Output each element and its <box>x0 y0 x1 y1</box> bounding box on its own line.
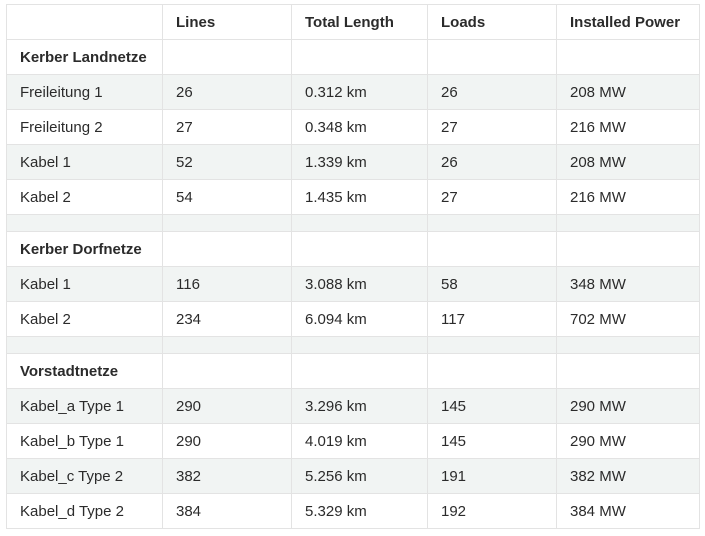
cell-lines: 52 <box>162 144 292 180</box>
cell-lines: 382 <box>162 458 292 494</box>
header-row: Lines Total Length Loads Installed Power <box>6 4 700 40</box>
cell-name: Kabel 2 <box>6 301 163 337</box>
cell-total-length: 4.019 km <box>291 423 428 459</box>
cell-installed-power: 216 MW <box>556 109 700 145</box>
cell-lines: 234 <box>162 301 292 337</box>
cell-lines: 290 <box>162 388 292 424</box>
cell-loads: 26 <box>427 144 557 180</box>
table-row: Freileitung 1 26 0.312 km 26 208 MW <box>6 74 700 110</box>
cell-lines: 384 <box>162 493 292 529</box>
cell-installed-power: 384 MW <box>556 493 700 529</box>
group-row-vorstadtnetze: Vorstadtnetze <box>6 353 700 389</box>
cell-loads: 145 <box>427 423 557 459</box>
table-row: Kabel 2 54 1.435 km 27 216 MW <box>6 179 700 215</box>
cell-name: Kabel_b Type 1 <box>6 423 163 459</box>
header-lines: Lines <box>162 4 292 40</box>
table-row: Kabel_b Type 1 290 4.019 km 145 290 MW <box>6 423 700 459</box>
cell-lines: 54 <box>162 179 292 215</box>
header-total-length: Total Length <box>291 4 428 40</box>
cell-name: Freileitung 2 <box>6 109 163 145</box>
group-title: Kerber Dorfnetze <box>6 231 163 267</box>
cell-loads: 145 <box>427 388 557 424</box>
cell-loads: 117 <box>427 301 557 337</box>
cell-installed-power: 382 MW <box>556 458 700 494</box>
cell-installed-power: 290 MW <box>556 388 700 424</box>
cell-lines: 26 <box>162 74 292 110</box>
cell-lines: 116 <box>162 266 292 302</box>
header-loads: Loads <box>427 4 557 40</box>
table-row: Kabel 1 52 1.339 km 26 208 MW <box>6 144 700 180</box>
cell-loads: 192 <box>427 493 557 529</box>
table-header: Lines Total Length Loads Installed Power <box>6 4 700 40</box>
cell-loads: 58 <box>427 266 557 302</box>
cell-loads: 27 <box>427 179 557 215</box>
cell-installed-power: 208 MW <box>556 74 700 110</box>
table-row: Kabel 1 116 3.088 km 58 348 MW <box>6 266 700 302</box>
table-body: Kerber Landnetze Freileitung 1 26 0.312 … <box>6 39 700 529</box>
table-row: Kabel_a Type 1 290 3.296 km 145 290 MW <box>6 388 700 424</box>
table-row: Kabel_c Type 2 382 5.256 km 191 382 MW <box>6 458 700 494</box>
group-title: Vorstadtnetze <box>6 353 163 389</box>
header-blank <box>6 4 163 40</box>
cell-name: Kabel_a Type 1 <box>6 388 163 424</box>
cell-loads: 191 <box>427 458 557 494</box>
cell-installed-power: 208 MW <box>556 144 700 180</box>
cell-name: Kabel 1 <box>6 266 163 302</box>
cell-lines: 27 <box>162 109 292 145</box>
cell-total-length: 3.296 km <box>291 388 428 424</box>
cell-loads: 27 <box>427 109 557 145</box>
cell-loads: 26 <box>427 74 557 110</box>
cell-name: Kabel 2 <box>6 179 163 215</box>
cell-installed-power: 348 MW <box>556 266 700 302</box>
grid-statistics-table: Lines Total Length Loads Installed Power… <box>6 4 700 529</box>
cell-total-length: 0.348 km <box>291 109 428 145</box>
group-row-kerber-dorfnetze: Kerber Dorfnetze <box>6 231 700 267</box>
cell-name: Freileitung 1 <box>6 74 163 110</box>
cell-name: Kabel 1 <box>6 144 163 180</box>
cell-total-length: 5.329 km <box>291 493 428 529</box>
table-row: Kabel_d Type 2 384 5.329 km 192 384 MW <box>6 493 700 529</box>
cell-total-length: 1.339 km <box>291 144 428 180</box>
cell-lines: 290 <box>162 423 292 459</box>
cell-total-length: 1.435 km <box>291 179 428 215</box>
cell-installed-power: 290 MW <box>556 423 700 459</box>
table-row: Freileitung 2 27 0.348 km 27 216 MW <box>6 109 700 145</box>
spacer-row <box>6 336 700 354</box>
cell-installed-power: 216 MW <box>556 179 700 215</box>
group-row-kerber-landnetze: Kerber Landnetze <box>6 39 700 75</box>
cell-installed-power: 702 MW <box>556 301 700 337</box>
header-installed-power: Installed Power <box>556 4 700 40</box>
group-title: Kerber Landnetze <box>6 39 163 75</box>
cell-total-length: 0.312 km <box>291 74 428 110</box>
cell-total-length: 5.256 km <box>291 458 428 494</box>
cell-name: Kabel_d Type 2 <box>6 493 163 529</box>
cell-total-length: 6.094 km <box>291 301 428 337</box>
spacer-row <box>6 214 700 232</box>
cell-name: Kabel_c Type 2 <box>6 458 163 494</box>
table-row: Kabel 2 234 6.094 km 117 702 MW <box>6 301 700 337</box>
cell-total-length: 3.088 km <box>291 266 428 302</box>
